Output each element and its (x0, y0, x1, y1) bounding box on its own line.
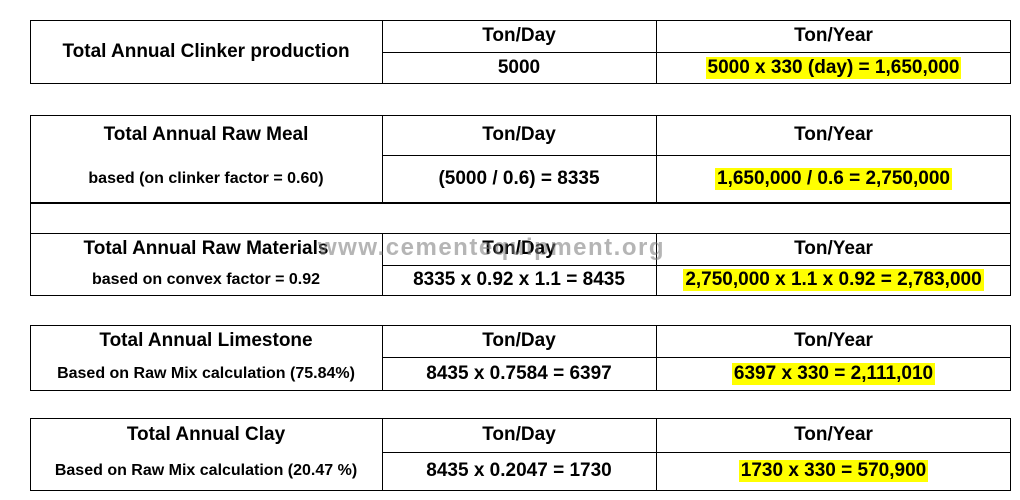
ton-year-value: 1730 x 330 = 570,900 (738, 460, 929, 482)
row-divider (382, 155, 1011, 156)
block-title: Total Annual Raw Materials (83, 238, 329, 259)
table-block (30, 115, 1011, 204)
column-divider (656, 418, 657, 490)
ton-year-cell: 6397 x 330 = 2,111,010 (656, 357, 1011, 390)
block-subtitle: based (on clinker factor = 0.60) (88, 170, 324, 187)
ton-year-value: 2,750,000 x 1.1 x 0.92 = 2,783,000 (683, 269, 984, 291)
block-title: Total Annual Clay (126, 424, 286, 445)
ton-year-cell: 2,750,000 x 1.1 x 0.92 = 2,783,000 (656, 265, 1011, 295)
block-title: Total Annual Clinker production (62, 40, 350, 62)
block-subtitle: Based on Raw Mix calculation (20.47 %) (54, 462, 358, 479)
ton-year-value: 1,650,000 / 0.6 = 2,750,000 (715, 168, 952, 190)
watermark: www.cementequipment.org (318, 234, 665, 261)
column-header: Ton/Day (482, 124, 556, 145)
column-header: Ton/Day (482, 238, 556, 259)
block-title: Total Annual Raw Meal (103, 124, 309, 145)
column-header: Ton/Year (794, 25, 873, 46)
ton-year-value: 5000 x 330 (day) = 1,650,000 (705, 56, 962, 79)
column-header: Ton/Year (794, 124, 873, 145)
block-title: Total Annual Limestone (99, 330, 313, 351)
column-header: Ton/Year (794, 424, 873, 445)
column-divider (382, 418, 383, 490)
ton-day-value: 8435 x 0.7584 = 6397 (426, 362, 612, 384)
column-divider (656, 233, 657, 295)
block-subtitle: based on convex factor = 0.92 (91, 271, 321, 288)
row-divider (382, 265, 1011, 266)
ton-day-value: 8435 x 0.2047 = 1730 (426, 460, 612, 481)
ton-year-cell: 1730 x 330 = 570,900 (656, 452, 1011, 490)
column-divider (382, 115, 383, 203)
ton-day-value: (5000 / 0.6) = 8335 (438, 168, 600, 189)
ton-year-value: 6397 x 330 = 2,111,010 (731, 362, 936, 385)
spacer-row (30, 202, 1011, 234)
column-divider (656, 115, 657, 203)
ton-day-value: 8335 x 0.92 x 1.1 = 8435 (413, 269, 625, 290)
row-divider (382, 452, 1011, 453)
ton-day-value: 5000 (497, 56, 541, 78)
ton-year-cell: 1,650,000 / 0.6 = 2,750,000 (656, 155, 1011, 203)
column-divider (382, 233, 383, 295)
column-header: Ton/Day (482, 25, 556, 46)
column-divider (656, 20, 657, 83)
ton-year-cell: 5000 x 330 (day) = 1,650,000 (656, 52, 1011, 83)
block-subtitle: Based on Raw Mix calculation (75.84%) (57, 364, 355, 382)
column-header: Ton/Year (794, 238, 873, 259)
column-divider (382, 20, 383, 83)
row-divider (382, 357, 1011, 358)
table-block (30, 325, 1011, 391)
column-header: Ton/Year (794, 330, 873, 351)
column-header: Ton/Day (482, 424, 556, 445)
row-divider (382, 52, 1011, 53)
table-block (30, 418, 1011, 491)
column-header: Ton/Day (482, 330, 556, 351)
table-block (30, 233, 1011, 296)
